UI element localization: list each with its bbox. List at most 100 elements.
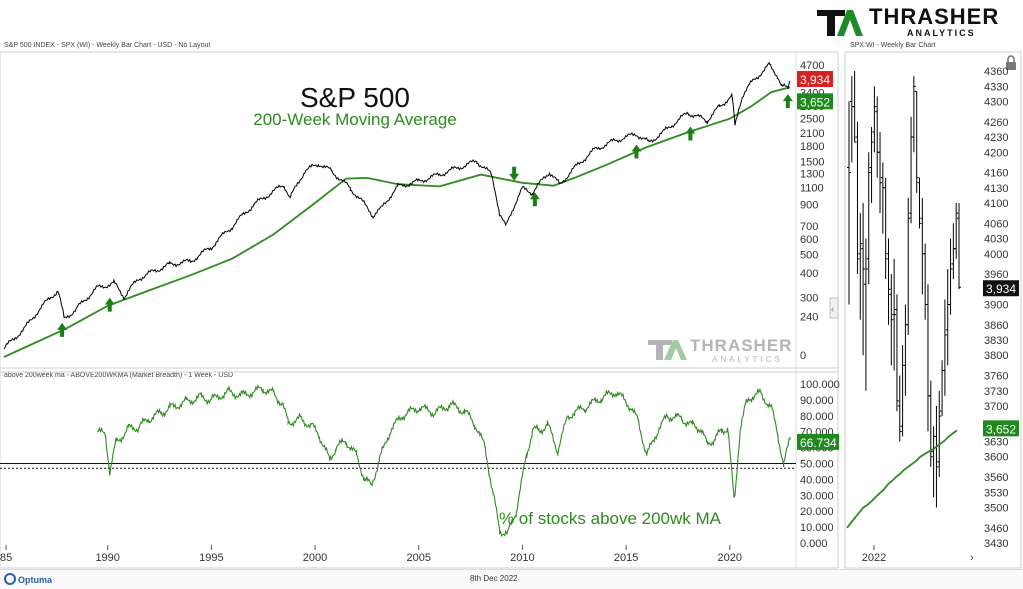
breadth-tick-label: 50.000: [800, 459, 834, 471]
ma-tag-text: 3,652: [800, 95, 830, 109]
price-tag-text: 3,934: [800, 73, 830, 87]
daily-tick-label: 3900: [984, 300, 1008, 312]
footer-bar: [0, 569, 1023, 589]
lock-icon[interactable]: [1006, 55, 1016, 70]
thrasher-watermark: THRASHER ANALYTICS: [648, 336, 792, 364]
ohlc-bar: [878, 131, 883, 214]
ohlc-bar: [900, 345, 905, 437]
daily-tick-label: 3960: [984, 269, 1008, 281]
daily-tick-label: 4330: [984, 81, 1008, 93]
price-tick-label: 1500: [800, 156, 824, 168]
breadth-tick-label: 20.000: [800, 506, 834, 518]
breadth-tick-label: 0.000: [800, 538, 828, 550]
daily-x-tick-label: 2022: [862, 552, 886, 564]
daily-tick-label: 3830: [984, 335, 1008, 347]
daily-tick-label: 4000: [984, 249, 1008, 261]
ohlc-bar: [920, 197, 925, 295]
breadth-panel-frame: [0, 367, 839, 569]
ohlc-bar: [957, 203, 961, 290]
breadth-reference-lines: [0, 463, 796, 469]
ohlc-bar: [889, 274, 894, 366]
breadth-tick-label: 80.000: [800, 411, 834, 423]
price-tick-label: 300: [800, 292, 818, 304]
chevron-left-icon: ‹: [831, 304, 834, 314]
price-tick-label: 1300: [800, 169, 824, 181]
daily-tick-label: 3760: [984, 371, 1008, 383]
footer-date: 8th Dec 2022: [470, 574, 518, 583]
price-tick-label: 900: [800, 200, 818, 212]
ohlc-bar: [951, 223, 956, 280]
ohlc-bar: [937, 390, 942, 478]
arrow-up-icon: [104, 297, 115, 312]
ohlc-bar: [928, 380, 933, 467]
value-tags: 3,934 3,652 66.734 3,934 3,652: [797, 71, 1019, 450]
ohlc-bar: [940, 360, 945, 417]
ohlc-bar: [906, 197, 911, 335]
ohlc-bar: [934, 405, 939, 508]
daily-tick-label: 3630: [984, 437, 1008, 449]
price-line: [3, 61, 791, 350]
x-tick-label: 1995: [199, 552, 223, 564]
price-tag: 3,934: [797, 71, 833, 88]
ohlc-bar: [847, 101, 851, 305]
watermark-sub: ANALYTICS: [712, 355, 783, 364]
ohlc-bar: [852, 71, 857, 143]
breadth-title: % of stocks above 200wk MA: [499, 509, 722, 528]
arrow-up-icon: [529, 192, 540, 207]
panel-collapse-button[interactable]: [829, 297, 839, 319]
x-tick-label: 85: [0, 552, 12, 564]
ohlc-bar: [886, 238, 891, 325]
daily-ma-tag: 3,652: [983, 420, 1019, 437]
breadth-tick-label: 30.000: [800, 490, 834, 502]
daily-tick-label: 4200: [984, 147, 1008, 159]
ohlc-bar: [849, 76, 854, 163]
ohlc-bar: [894, 294, 899, 412]
daily-tick-label: 3500: [984, 502, 1008, 514]
daily-chart-header: SPX:WI - Weekly Bar Chart: [850, 42, 936, 49]
arrow-shape: [57, 322, 68, 337]
breadth-tag-text: 66.734: [800, 436, 837, 450]
ohlc-bar: [903, 304, 908, 396]
ohlc-bar: [911, 76, 916, 153]
price-tick-label: 240: [800, 311, 818, 323]
ma-tag-bg: [797, 93, 833, 110]
daily-tick-label: 4130: [984, 183, 1008, 195]
arrow-up-icon: [631, 144, 642, 159]
optuma-icon: [4, 573, 16, 585]
arrow-shape: [685, 126, 696, 141]
price-tick-label: 1100: [800, 183, 824, 195]
breadth-tick-label: 10.000: [800, 522, 834, 534]
daily-price-tag-bg: [983, 280, 1019, 297]
price-panel-frame: [0, 51, 839, 373]
arrow-up-icon: [57, 322, 68, 337]
daily-ma-tag-text: 3,652: [986, 422, 1016, 436]
daily-tick-label: 3730: [984, 386, 1008, 398]
ma-line: [3, 86, 791, 358]
ma-tag: 3,652: [797, 93, 833, 110]
breadth-series: [97, 384, 791, 538]
chart-subtitle: 200-Week Moving Average: [253, 110, 457, 129]
watermark-name: THRASHER: [690, 336, 792, 355]
arrow-markers: [57, 94, 793, 337]
price-tick-label: 400: [800, 268, 818, 280]
thrasher-logo-mark: [817, 10, 863, 36]
ohlc-bar: [875, 96, 880, 178]
ohlc-bar: [923, 243, 928, 320]
price-tick-label: 600: [800, 234, 818, 246]
daily-tick-label: 4260: [984, 117, 1008, 129]
optuma-logo: Optuma: [4, 573, 52, 585]
price-tick-label: 1800: [800, 141, 824, 153]
daily-tick-label: 4300: [984, 97, 1008, 109]
daily-tick-label: 3560: [984, 472, 1008, 484]
ohlc-bar: [917, 177, 922, 229]
daily-tick-label: 4360: [984, 66, 1008, 78]
daily-tick-label: 3600: [984, 452, 1008, 464]
daily-tick-label: 4060: [984, 218, 1008, 230]
breadth-line: [97, 384, 791, 538]
daily-x-more: ›: [970, 552, 974, 564]
ohlc-bar: [925, 284, 930, 432]
price-tick-label: 2100: [800, 128, 824, 140]
x-tick-label: 2020: [718, 552, 742, 564]
price-tick-label: 700: [800, 221, 818, 233]
ohlc-bar: [892, 258, 897, 371]
